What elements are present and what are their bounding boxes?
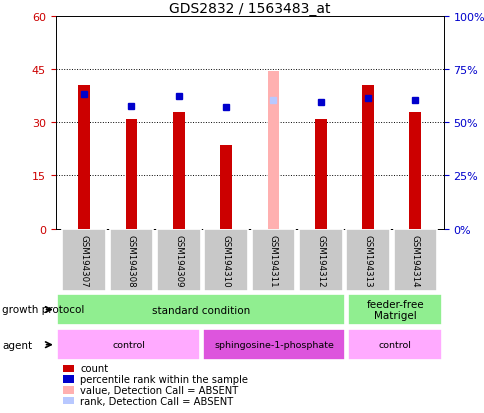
Text: GSM194310: GSM194310 [221, 234, 230, 287]
Text: growth protocol: growth protocol [2, 305, 85, 315]
Bar [298, 229, 342, 291]
Bar [348, 294, 441, 325]
Bar [78, 85, 90, 229]
Bar [57, 294, 345, 325]
Bar [362, 85, 373, 229]
Bar [267, 71, 279, 229]
Bar [57, 330, 199, 360]
Bar [157, 229, 200, 291]
Bar [348, 330, 441, 360]
Text: GSM194311: GSM194311 [269, 234, 277, 287]
Text: agent: agent [2, 340, 32, 350]
Text: GSM194314: GSM194314 [410, 234, 419, 287]
Bar [125, 119, 137, 229]
Title: GDS2832 / 1563483_at: GDS2832 / 1563483_at [169, 2, 330, 16]
Text: feeder-free
Matrigel: feeder-free Matrigel [366, 299, 423, 320]
Bar [408, 112, 421, 229]
Text: GSM194312: GSM194312 [316, 234, 325, 287]
Text: GSM194307: GSM194307 [79, 234, 89, 287]
Bar [346, 229, 389, 291]
Text: standard condition: standard condition [152, 305, 250, 315]
Bar [204, 229, 247, 291]
Text: rank, Detection Call = ABSENT: rank, Detection Call = ABSENT [80, 396, 233, 406]
Text: control: control [112, 340, 145, 349]
Text: sphingosine-1-phosphate: sphingosine-1-phosphate [213, 340, 333, 349]
Text: percentile rank within the sample: percentile rank within the sample [80, 374, 247, 384]
Bar [109, 229, 153, 291]
Bar [314, 119, 326, 229]
Bar [172, 112, 184, 229]
Text: GSM194313: GSM194313 [363, 234, 372, 287]
Text: GSM194308: GSM194308 [127, 234, 136, 287]
Bar [220, 146, 231, 229]
Text: GSM194309: GSM194309 [174, 234, 183, 287]
Bar [251, 229, 295, 291]
Bar [62, 229, 106, 291]
Text: count: count [80, 363, 108, 373]
Bar [393, 229, 436, 291]
Bar [202, 330, 345, 360]
Text: control: control [378, 340, 411, 349]
Text: value, Detection Call = ABSENT: value, Detection Call = ABSENT [80, 385, 238, 395]
